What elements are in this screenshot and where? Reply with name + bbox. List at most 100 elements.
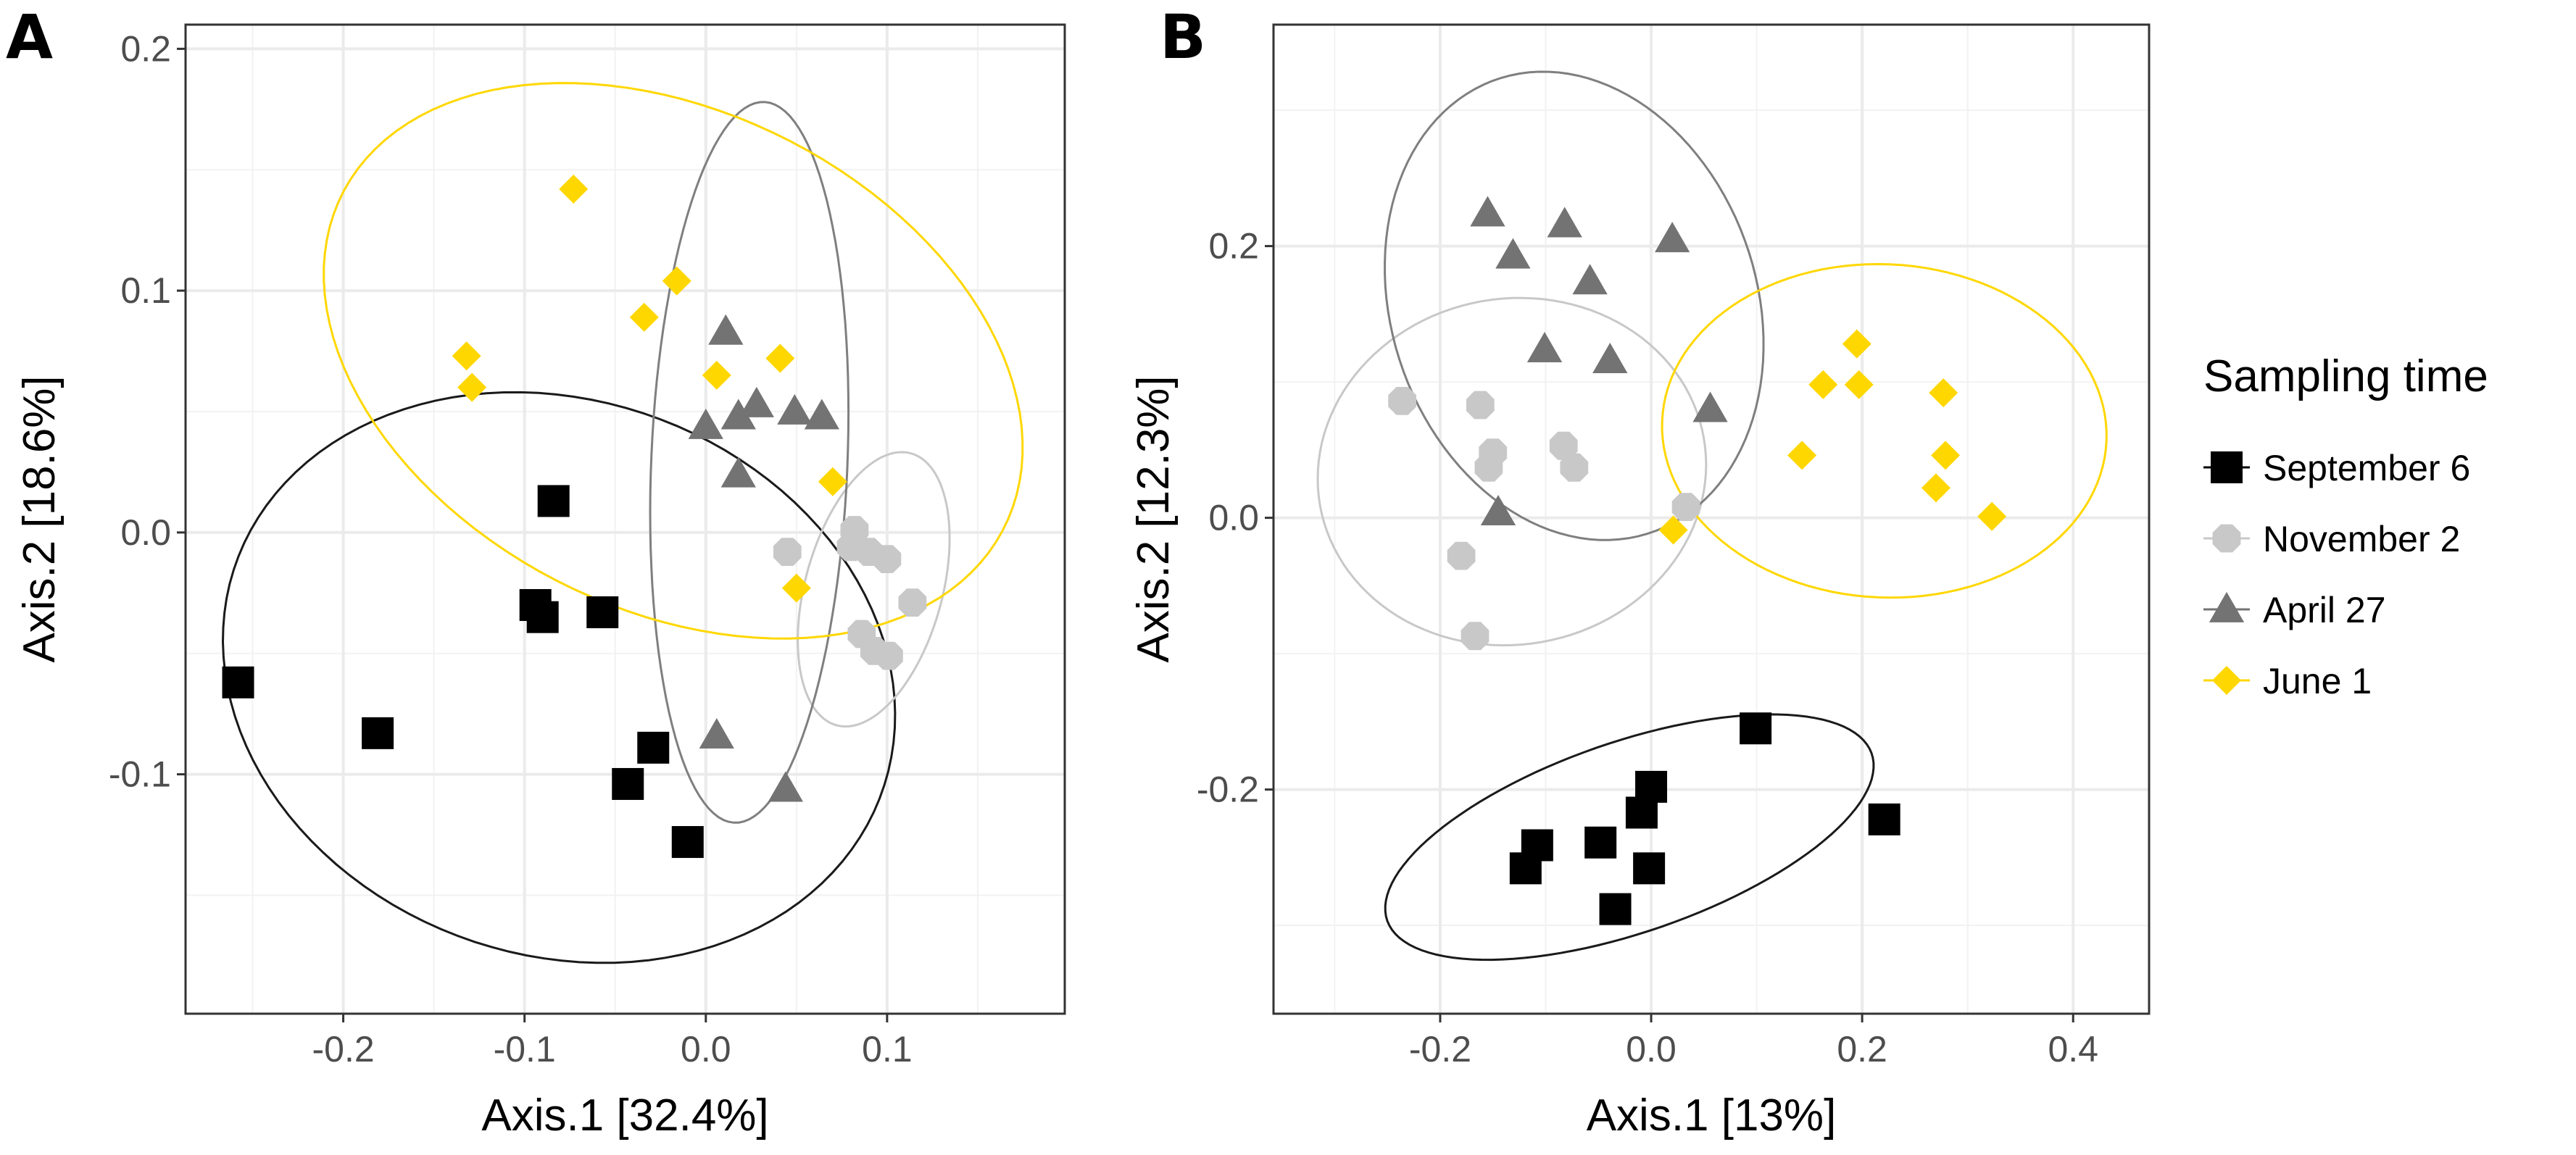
x-tick-label: 0.4: [2048, 1029, 2098, 1069]
data-point-april-27: [768, 771, 803, 802]
data-point-november-2: [1671, 493, 1700, 521]
data-point-april-27: [708, 314, 744, 345]
x-tick-label: 0.0: [681, 1029, 731, 1069]
data-point-april-27: [739, 386, 774, 417]
data-point-november-2: [1388, 387, 1416, 415]
data-point-june-1: [1977, 501, 2007, 531]
data-point-june-1: [1929, 378, 1958, 408]
data-point-november-2: [773, 538, 802, 566]
data-point-april-27: [1692, 391, 1728, 422]
legend: Sampling time September 6 November 2 April…: [2203, 351, 2488, 701]
data-point-june-1: [559, 174, 589, 204]
data-point-april-27: [1526, 331, 1563, 362]
data-point-september-6: [586, 596, 619, 628]
data-point-april-27: [720, 399, 756, 430]
legend-key-circle-icon: [2212, 524, 2241, 553]
data-point-april-27: [720, 456, 756, 488]
data-point-april-27: [1470, 196, 1505, 227]
panel-label: A: [6, 1, 53, 72]
legend-key-diamond-icon: [2212, 666, 2241, 695]
data-point-april-27: [1654, 222, 1690, 253]
y-tick-label: 0.2: [120, 28, 171, 69]
legend-label: September 6: [2263, 448, 2470, 488]
confidence-ellipse-june-1: [323, 82, 1024, 640]
legend-item-april-27: April 27: [2203, 590, 2386, 630]
data-point-november-2: [860, 637, 889, 665]
data-point-september-6: [222, 666, 254, 699]
legend-title: Sampling time: [2203, 351, 2488, 401]
y-tick-label: -0.1: [109, 754, 171, 795]
y-tick-label: -0.2: [1197, 770, 1259, 810]
panel-a: -0.2 -0.1 0.0 0.1 -0.1 0.0 0.1 0.2 Axis.1 [32.4%…: [6, 1, 1066, 1141]
data-point-april-27: [1495, 238, 1531, 269]
x-axis-title: Axis.1 [13%]: [1587, 1091, 1837, 1141]
data-point-april-27: [688, 408, 723, 439]
data-point-september-6: [1625, 796, 1658, 829]
legend-key-triangle-icon: [2209, 591, 2245, 622]
panel-label: B: [1160, 1, 1206, 72]
legend-key-square-icon: [2211, 451, 2243, 483]
y-tick-label: 0.0: [1208, 498, 1259, 538]
data-point-june-1: [1921, 473, 1951, 503]
y-axis-title: Axis.2 [18.6%]: [14, 375, 65, 662]
data-point-june-1: [1787, 441, 1817, 470]
data-point-june-1: [1842, 329, 1871, 359]
data-point-september-6: [1633, 852, 1666, 885]
data-point-september-6: [1509, 852, 1542, 885]
legend-item-june-1: June 1: [2203, 661, 2372, 701]
data-point-september-6: [537, 485, 570, 517]
legend-item-september-6: September 6: [2203, 448, 2470, 488]
data-point-april-27: [777, 393, 813, 425]
data-point-september-6: [1584, 826, 1617, 859]
y-axis-title: Axis.2 [12.3%]: [1129, 375, 1179, 662]
data-point-june-1: [457, 372, 487, 402]
data-point-june-1: [818, 467, 847, 496]
confidence-ellipse-september-6: [1384, 713, 1875, 962]
data-point-april-27: [804, 399, 840, 430]
data-point-april-27: [1572, 264, 1608, 295]
data-point-june-1: [452, 341, 481, 371]
data-point-september-6: [671, 826, 704, 859]
x-tick-label: 0.1: [862, 1029, 913, 1069]
plot-border: [184, 23, 1066, 1015]
data-point-april-27: [1547, 207, 1582, 238]
data-point-june-1: [1808, 370, 1838, 399]
data-point-september-6: [1740, 712, 1772, 745]
legend-label: November 2: [2263, 519, 2460, 559]
plot-border: [1272, 23, 2151, 1015]
data-point-september-6: [1868, 803, 1900, 835]
data-point-november-2: [1466, 391, 1495, 420]
y-tick-label: 0.1: [120, 270, 171, 311]
data-point-september-6: [1599, 893, 1632, 925]
data-point-november-2: [1549, 431, 1578, 460]
x-tick-label: -0.2: [1409, 1029, 1471, 1069]
data-point-september-6: [362, 717, 394, 749]
y-tick-label: 0.2: [1208, 226, 1259, 267]
x-axis-title: Axis.1 [32.4%]: [481, 1091, 768, 1141]
data-point-june-1: [1931, 441, 1961, 470]
data-point-june-1: [629, 302, 659, 332]
data-point-november-2: [1474, 453, 1503, 482]
data-point-april-27: [1592, 342, 1628, 373]
data-point-june-1: [702, 360, 731, 390]
data-point-september-6: [637, 731, 670, 764]
data-point-november-2: [1461, 622, 1489, 651]
data-point-november-2: [873, 545, 902, 573]
legend-label: April 27: [2263, 590, 2386, 630]
data-point-june-1: [765, 343, 795, 373]
legend-label: June 1: [2263, 661, 2372, 701]
data-point-november-2: [1447, 541, 1476, 570]
confidence-ellipse-november-2: [1316, 296, 1708, 647]
x-tick-label: -0.2: [312, 1029, 375, 1069]
data-point-april-27: [1480, 494, 1516, 525]
y-tick-label: 0.0: [120, 512, 171, 553]
plot-background: [186, 25, 1065, 1014]
x-tick-label: -0.1: [494, 1029, 556, 1069]
data-point-september-6: [612, 767, 644, 800]
confidence-ellipse-april-27: [1384, 70, 1765, 541]
data-point-november-2: [1560, 453, 1589, 482]
data-point-june-1: [1658, 515, 1688, 545]
confidence-ellipse-september-6: [221, 391, 897, 964]
